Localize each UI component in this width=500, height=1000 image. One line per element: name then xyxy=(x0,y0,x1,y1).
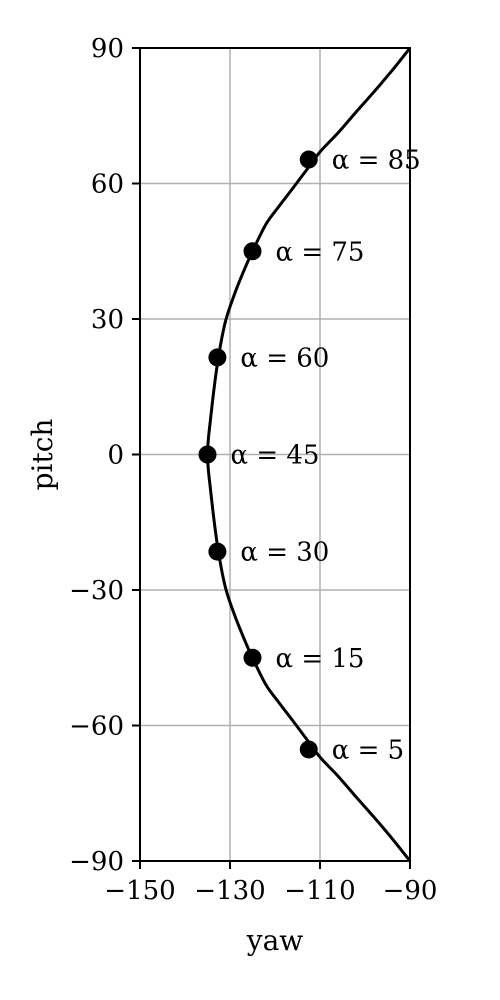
data-point xyxy=(198,445,217,464)
y-tick-label: 60 xyxy=(91,170,124,200)
data-point-label: α = 45 xyxy=(231,441,320,471)
data-point-label: α = 30 xyxy=(240,538,329,568)
data-point-label: α = 75 xyxy=(276,237,365,267)
y-axis-label: pitch xyxy=(26,419,59,491)
x-tick-label: −130 xyxy=(194,876,265,906)
data-point-label: α = 85 xyxy=(332,146,421,176)
axis-ticks: −150 −130 −110 −90 −90 −60 −30 0 30 60 90 xyxy=(69,34,437,906)
y-tick-label: −90 xyxy=(69,847,124,877)
data-points: α = 85 α = 75 α = 60 α = 45 α = 30 α = 15 α = … xyxy=(198,146,421,765)
data-point-label: α = 60 xyxy=(240,343,329,373)
x-tick-label: −90 xyxy=(383,876,438,906)
y-tick-label: 90 xyxy=(91,34,124,64)
data-point xyxy=(208,542,227,561)
y-tick-label: −30 xyxy=(69,576,124,606)
data-point xyxy=(208,348,227,367)
data-point xyxy=(299,150,318,169)
data-point-label: α = 5 xyxy=(332,735,404,765)
y-tick-label: −60 xyxy=(69,712,124,742)
x-tick-label: −110 xyxy=(284,876,355,906)
data-point-label: α = 15 xyxy=(276,644,365,674)
y-tick-label: 30 xyxy=(91,305,124,335)
data-point xyxy=(299,740,318,759)
data-point xyxy=(243,242,262,261)
data-point xyxy=(243,648,262,667)
y-tick-label: 0 xyxy=(107,441,124,471)
x-axis-label: yaw xyxy=(246,924,304,957)
x-tick-label: −150 xyxy=(104,876,175,906)
